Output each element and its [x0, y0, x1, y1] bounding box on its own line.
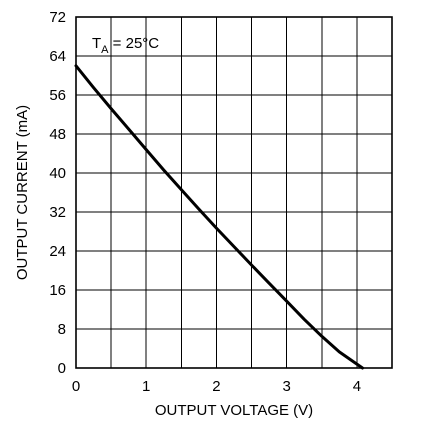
y-tick-labels: 0 8 16 24 32 40 48 56 64 72	[49, 9, 66, 377]
y-tick-label: 64	[49, 48, 66, 65]
x-tick-label: 2	[212, 378, 220, 395]
y-axis-label: OUTPUT CURRENT (mA)	[14, 105, 31, 280]
y-tick-label: 24	[49, 243, 66, 260]
annotation-base: T	[92, 35, 101, 52]
x-tick-label: 0	[72, 378, 80, 395]
y-tick-label: 0	[58, 360, 66, 377]
y-tick-label: 48	[49, 126, 66, 143]
x-tick-label: 3	[282, 378, 290, 395]
grid-lines	[76, 17, 392, 368]
x-tick-label: 4	[353, 378, 361, 395]
annotation-rest: = 25°C	[109, 35, 160, 52]
y-tick-label: 40	[49, 165, 66, 182]
y-tick-label: 32	[49, 204, 66, 221]
y-tick-label: 16	[49, 282, 66, 299]
annotation-subscript: A	[101, 44, 109, 56]
x-tick-label: 1	[142, 378, 150, 395]
temperature-annotation: TA = 25°C	[92, 35, 159, 56]
x-tick-labels: 0 1 2 3 4	[72, 378, 361, 395]
y-tick-label: 56	[49, 87, 66, 104]
series-line-output-current	[74, 64, 364, 370]
y-tick-label: 72	[49, 9, 66, 26]
plot-frame	[75, 16, 393, 369]
y-tick-label: 8	[58, 321, 66, 338]
x-axis-label: OUTPUT VOLTAGE (V)	[155, 402, 313, 419]
